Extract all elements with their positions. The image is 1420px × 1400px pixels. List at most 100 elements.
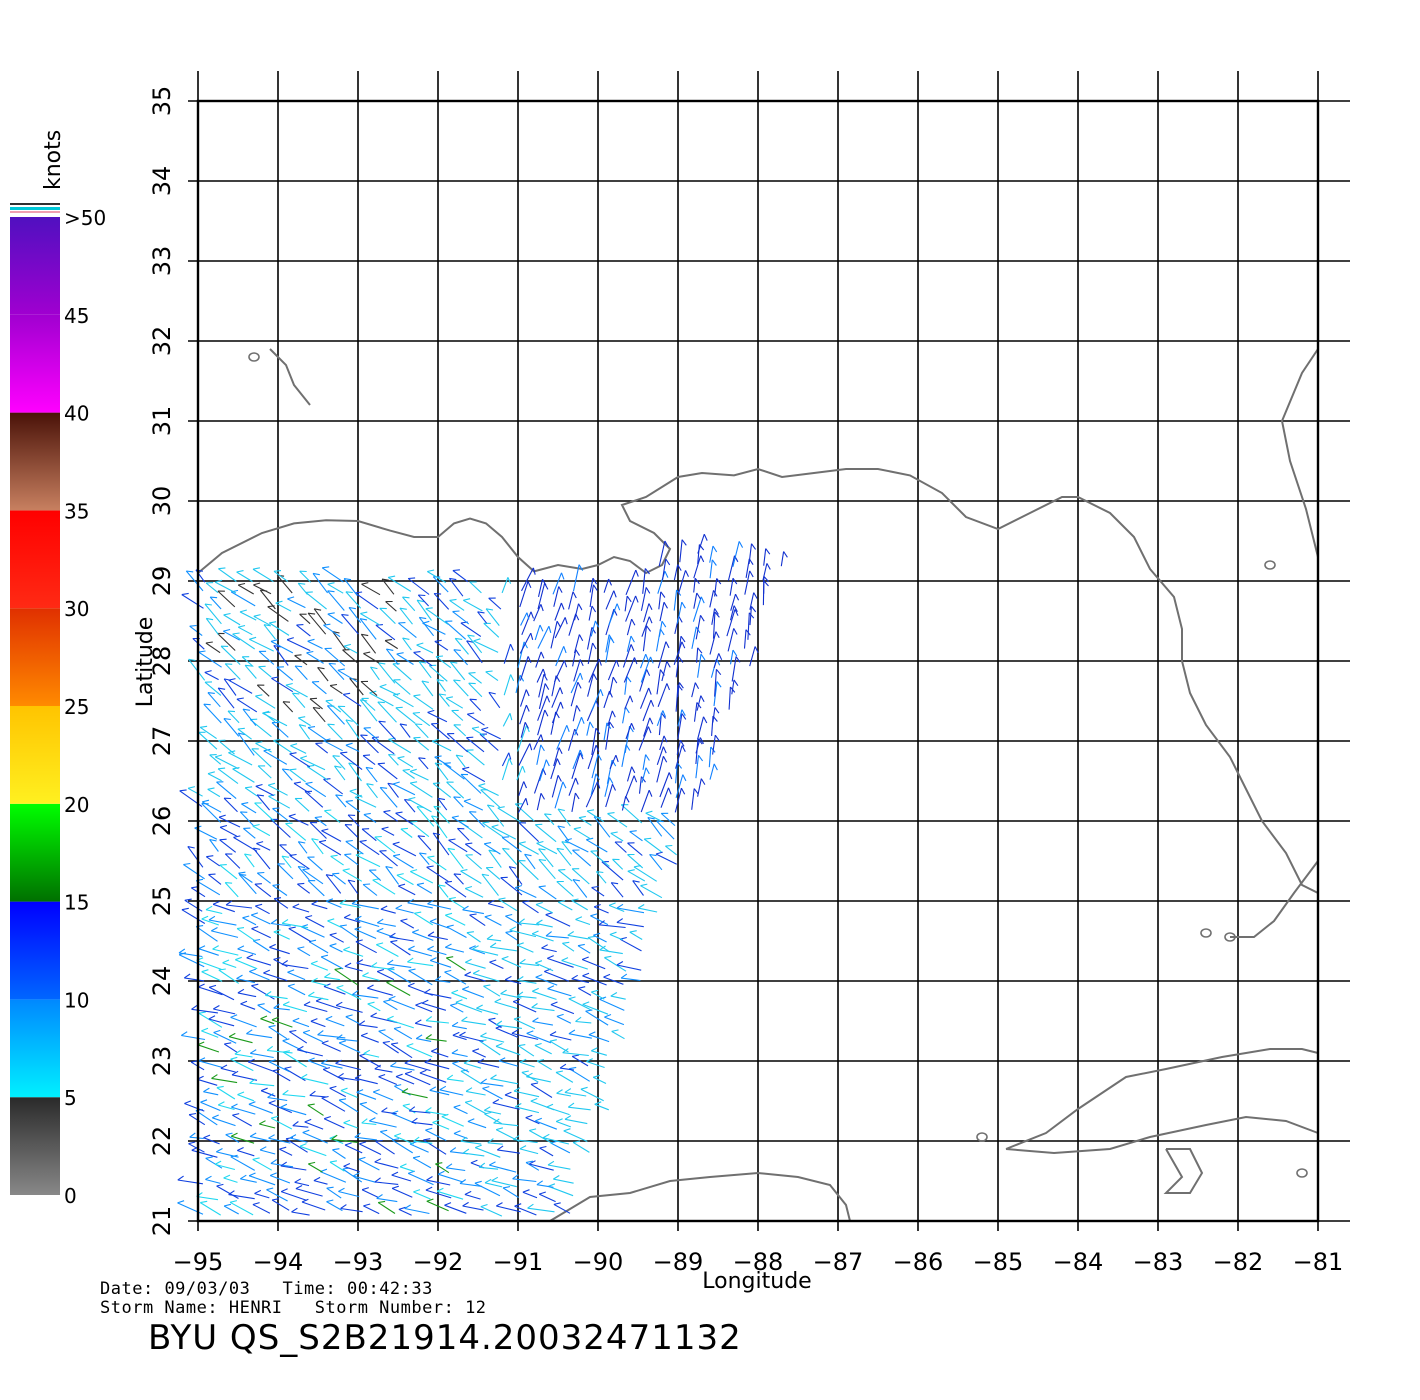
wind-vector [228, 679, 253, 694]
wind-barb [519, 958, 526, 964]
wind-vector [272, 884, 288, 896]
wind-barb [339, 924, 347, 927]
wind-vector [659, 772, 670, 798]
wind-barb [207, 787, 215, 790]
wind-vector [360, 734, 379, 754]
wind-barb [732, 649, 738, 657]
wind-barb [593, 932, 601, 936]
wind-vector [519, 581, 529, 608]
wind-barb [294, 1178, 302, 1183]
wind-vector [659, 602, 665, 622]
wind-barb [484, 914, 492, 918]
wind-barb [292, 692, 300, 695]
wind-barb [526, 1072, 533, 1078]
wind-barb [523, 781, 528, 789]
wind-vector [675, 774, 684, 799]
wind-barb [219, 824, 228, 828]
wind-vector [281, 855, 292, 869]
wind-barb [370, 962, 378, 968]
wind-barb [495, 1020, 503, 1026]
wind-barb [354, 1132, 361, 1138]
wind-vector [466, 1090, 486, 1096]
wind-vector [479, 1040, 501, 1056]
wind-vector [427, 856, 447, 871]
wind-vector [572, 849, 592, 867]
wind-vector [200, 1202, 221, 1216]
wind-vector [374, 1181, 399, 1185]
wind-vector [336, 987, 362, 1000]
wind-vector [307, 1104, 324, 1116]
wind-vector [453, 724, 467, 737]
wind-barb [360, 611, 368, 615]
wind-barb [427, 709, 435, 713]
wind-barb [225, 1132, 233, 1136]
wind-vector [340, 1207, 363, 1213]
wind-barb [208, 873, 216, 876]
wind-barb [427, 945, 434, 950]
wind-vector [301, 926, 325, 938]
wind-vector [730, 593, 737, 611]
wind-barb [178, 948, 186, 954]
wind-barb [544, 813, 552, 816]
wind-vector [326, 1187, 342, 1199]
wind-barb [392, 841, 400, 845]
wind-vector [677, 570, 687, 594]
wind-vector [657, 641, 667, 669]
wind-vector [531, 1006, 555, 1012]
wind-vector [409, 1110, 431, 1114]
wind-vector [209, 839, 219, 852]
wind-vector [427, 711, 448, 723]
wind-barb [345, 742, 353, 746]
wind-barb [697, 647, 703, 654]
wind-vector [198, 731, 218, 750]
wind-vector [334, 968, 359, 986]
wind-vector [335, 1004, 363, 1013]
wind-barb [209, 984, 217, 988]
wind-barb [630, 644, 635, 652]
wind-vector [308, 995, 329, 1001]
wind-vector [398, 1208, 412, 1216]
wind-barb [244, 853, 252, 856]
wind-vector [219, 826, 237, 837]
wind-vector [617, 907, 645, 914]
wind-barb [310, 960, 318, 965]
wind-vector [433, 806, 450, 824]
wind-vector [435, 1163, 450, 1174]
wind-barb [213, 1029, 221, 1034]
wind-vector [277, 863, 294, 880]
wind-barb [360, 618, 368, 621]
wind-barb [595, 744, 600, 752]
wind-vector [219, 839, 237, 853]
wind-barb [716, 578, 722, 585]
wind-vector [547, 1164, 571, 1170]
wind-vector [344, 917, 361, 923]
wind-vector [208, 1018, 235, 1027]
wind-barb [304, 1118, 312, 1123]
wind-barb [518, 841, 526, 844]
wind-vector [709, 590, 715, 608]
wind-vector [435, 979, 451, 983]
wind-barb [386, 648, 394, 651]
wind-vector [588, 605, 593, 621]
wind-vector [313, 608, 327, 625]
wind-vector [232, 1114, 252, 1127]
wind-barb [184, 1100, 192, 1105]
wind-barb [361, 633, 369, 637]
wind-barb [335, 1059, 342, 1064]
wind-vector [198, 1060, 223, 1069]
wind-barb [449, 1147, 457, 1153]
wind-vector [282, 701, 294, 713]
wind-barb [246, 1029, 253, 1035]
wind-vector [593, 906, 609, 914]
wind-barb [699, 737, 704, 744]
wind-vector [594, 1103, 609, 1111]
wind-barb [536, 919, 543, 925]
wind-vector [311, 903, 328, 910]
wind-vector [744, 570, 751, 595]
wind-vector [413, 1140, 433, 1144]
wind-vector [516, 944, 534, 953]
wind-vector [713, 653, 720, 669]
wind-vector [205, 618, 219, 635]
wind-vector [267, 1049, 293, 1054]
wind-vector [211, 930, 239, 938]
